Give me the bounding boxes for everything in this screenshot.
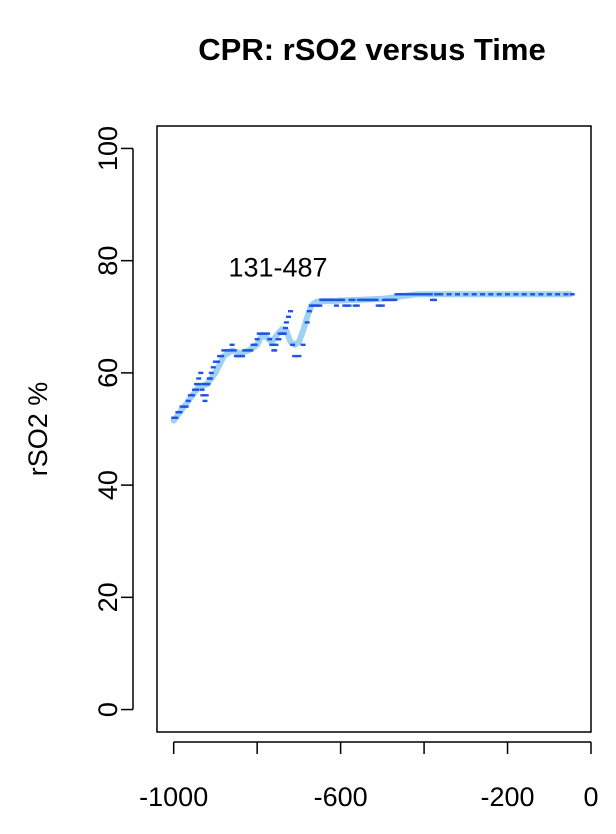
raw-point: [569, 293, 575, 296]
raw-point: [317, 304, 323, 307]
raw-point: [252, 343, 258, 346]
raw-point: [240, 354, 245, 358]
raw-point: [292, 354, 298, 358]
raw-point: [229, 343, 235, 346]
raw-point: [267, 338, 273, 341]
raw-point: [190, 394, 195, 397]
y-tick-label: 80: [93, 246, 123, 276]
x-tick-label: 0: [583, 782, 598, 812]
raw-point: [286, 315, 291, 318]
raw-point: [438, 293, 444, 296]
raw-point: [210, 366, 216, 369]
y-axis-label: rSO2 %: [23, 382, 53, 477]
y-tick-label: 0: [93, 702, 123, 717]
raw-point: [254, 338, 260, 341]
raw-point: [290, 343, 296, 346]
chart-title: CPR: rSO2 versus Time: [198, 32, 545, 67]
raw-point: [203, 394, 209, 397]
raw-point: [521, 293, 527, 296]
raw-point: [202, 399, 208, 403]
plot-frame: [156, 125, 592, 733]
raw-point: [227, 349, 233, 352]
raw-point: [173, 416, 179, 419]
y-tick-label: 40: [93, 470, 123, 500]
raw-point: [417, 293, 423, 296]
smoothed-series: [170, 291, 574, 424]
raw-point: [177, 411, 183, 414]
raw-point: [413, 293, 419, 296]
raw-point: [300, 343, 306, 346]
raw-point: [546, 293, 552, 296]
y-axis: 0 20 40 60 80 100: [93, 126, 134, 717]
raw-point: [350, 298, 356, 302]
raw-point: [219, 354, 225, 358]
raw-point: [530, 293, 536, 296]
raw-series: [171, 293, 575, 419]
raw-point: [265, 332, 271, 335]
raw-point: [488, 293, 494, 296]
raw-point: [183, 405, 189, 408]
raw-point: [199, 388, 205, 391]
raw-point: [480, 293, 485, 296]
raw-point: [185, 399, 191, 403]
raw-point: [296, 354, 302, 358]
raw-point: [421, 293, 427, 296]
raw-point: [201, 382, 207, 386]
raw-point: [432, 298, 437, 302]
x-axis: -1000 -600 -200 0: [139, 741, 599, 812]
smoothed-line: [170, 291, 574, 424]
raw-point: [331, 298, 337, 302]
raw-point: [446, 293, 452, 296]
raw-point: [276, 338, 282, 341]
raw-point: [409, 293, 415, 296]
raw-point: [427, 293, 433, 296]
raw-point: [463, 293, 469, 296]
y-tick-label: 100: [93, 126, 123, 171]
raw-point: [196, 377, 202, 380]
raw-point: [496, 293, 502, 296]
raw-point: [392, 298, 398, 302]
raw-point: [505, 293, 510, 296]
raw-point: [200, 394, 206, 397]
x-tick-label: -1000: [139, 782, 208, 812]
raw-point: [354, 304, 360, 307]
raw-point: [283, 326, 288, 330]
raw-point: [205, 382, 211, 386]
raw-point: [208, 371, 214, 375]
raw-point: [434, 293, 440, 296]
raw-point: [304, 321, 310, 324]
raw-point: [340, 298, 346, 302]
x-tick-label: -600: [314, 782, 368, 812]
raw-point: [471, 293, 477, 296]
raw-point: [283, 321, 289, 324]
raw-point: [281, 332, 287, 335]
raw-point: [273, 343, 279, 346]
raw-point: [269, 343, 275, 346]
raw-point: [306, 310, 312, 313]
raw-point: [404, 293, 410, 296]
raw-point: [379, 304, 385, 307]
raw-point: [198, 371, 204, 375]
raw-point: [194, 388, 200, 391]
raw-point: [373, 298, 379, 302]
raw-point: [538, 293, 544, 296]
raw-point: [215, 360, 220, 363]
x-tick-label: -200: [481, 782, 535, 812]
y-tick-label: 20: [93, 582, 123, 612]
raw-point: [513, 293, 519, 296]
raw-point: [272, 349, 278, 352]
raw-point: [231, 349, 237, 352]
chart-annotation: 131-487: [228, 252, 327, 282]
y-tick-label: 60: [93, 358, 123, 388]
raw-point: [288, 310, 293, 313]
raw-point: [196, 382, 202, 386]
raw-point: [563, 293, 569, 296]
raw-point: [333, 304, 339, 307]
raw-point: [555, 293, 561, 296]
raw-point: [346, 304, 352, 307]
raw-point: [455, 293, 460, 296]
raw-point: [248, 349, 254, 352]
raw-point: [207, 377, 213, 380]
